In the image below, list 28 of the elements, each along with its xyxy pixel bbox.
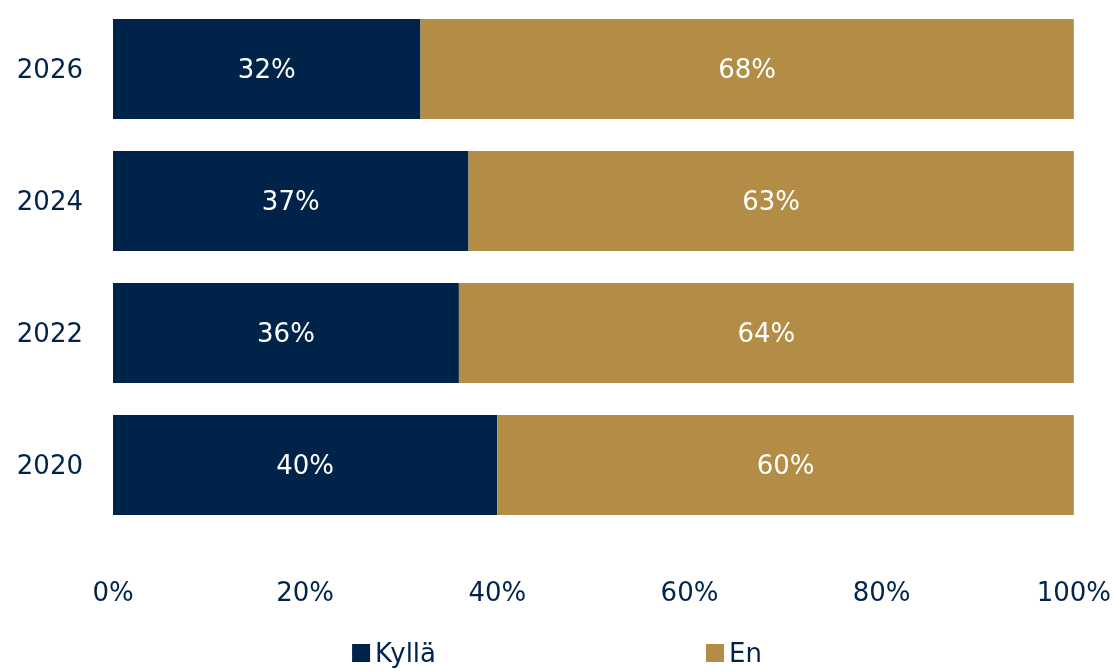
data-label: 63% [742,186,801,216]
bar [113,415,498,515]
x-tick-label: 0% [92,577,134,607]
x-tick-label: 20% [276,577,335,607]
legend-label: En [729,638,762,668]
data-label: 60% [756,450,815,480]
bar [468,151,1074,251]
bar [113,19,421,119]
x-tick-label: 60% [660,577,719,607]
y-tick-label: 2022 [16,318,83,348]
data-label: 64% [737,318,796,348]
bar [497,415,1074,515]
y-tick-label: 2020 [16,450,83,480]
data-label: 36% [257,318,315,348]
bar [113,283,459,383]
data-label: 32% [237,54,296,84]
x-tick-label: 100% [1036,577,1112,607]
data-label: 37% [261,186,320,216]
data-label: 68% [718,54,777,84]
x-tick-label: 80% [852,577,911,607]
y-tick-label: 2026 [16,54,83,84]
legend-label: Kyllä [375,638,437,668]
bar [458,283,1074,383]
bar [420,19,1074,119]
y-tick-label: 2024 [16,186,83,216]
data-label: 40% [276,450,335,480]
x-tick-label: 40% [468,577,527,607]
bar [113,151,469,251]
